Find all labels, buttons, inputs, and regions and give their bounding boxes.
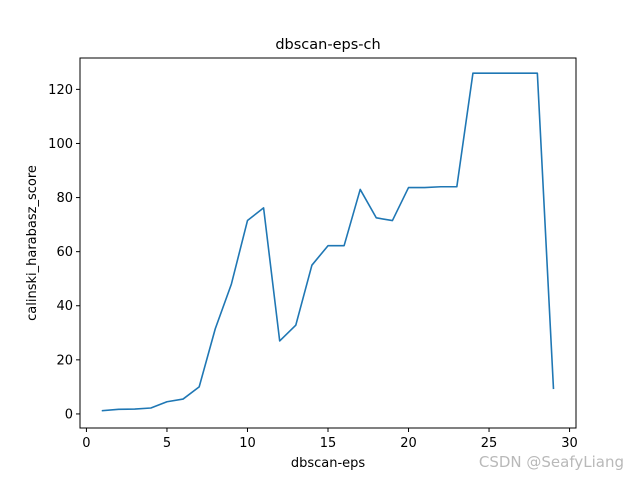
x-tick-label: 20 <box>400 436 417 451</box>
y-tick-label: 40 <box>56 299 73 314</box>
x-axis: 0 5 10 15 20 25 30 <box>82 428 578 451</box>
series-line <box>101 72 555 412</box>
y-tick-label: 100 <box>48 137 73 152</box>
y-tick-label: 80 <box>56 191 73 206</box>
x-tick-label: 30 <box>561 436 578 451</box>
x-axis-label: dbscan-eps <box>291 456 366 471</box>
x-tick-label: 10 <box>239 436 256 451</box>
x-tick-label: 25 <box>481 436 498 451</box>
x-tick-label: 0 <box>82 436 90 451</box>
x-tick-label: 15 <box>320 436 337 451</box>
watermark: CSDN @SeafyLiang <box>479 453 624 471</box>
y-axis: 0 20 40 60 80 100 120 <box>48 83 80 422</box>
y-tick-label: 0 <box>65 407 73 422</box>
y-tick-label: 60 <box>56 245 73 260</box>
chart-title: dbscan-eps-ch <box>275 37 380 53</box>
y-axis-label: calinski_harabasz_score <box>25 165 40 321</box>
y-tick-label: 120 <box>48 83 73 98</box>
y-tick-label: 20 <box>56 353 73 368</box>
x-tick-label: 5 <box>163 436 171 451</box>
plot-area-frame <box>79 57 577 429</box>
